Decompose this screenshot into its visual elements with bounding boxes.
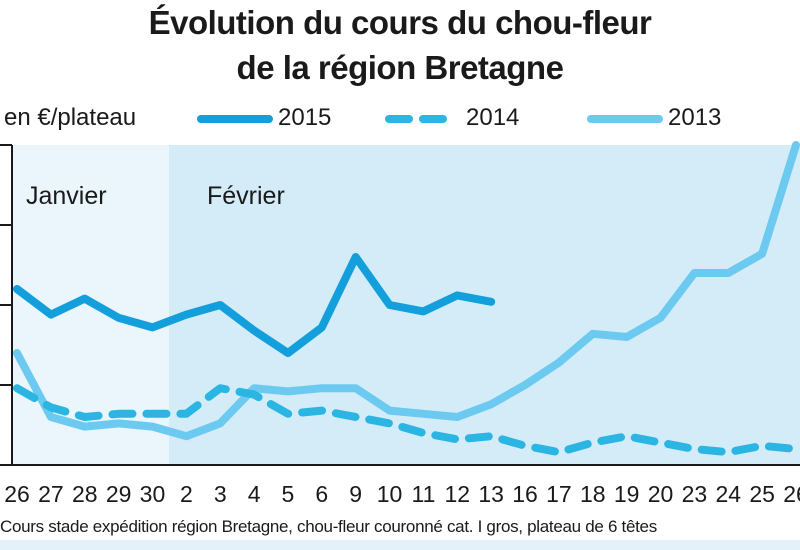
period-band-fevrier [169, 145, 800, 465]
x-tick-label: 10 [377, 481, 403, 507]
legend-swatch-2014 [385, 115, 461, 123]
x-tick-label: 28 [72, 481, 98, 507]
period-label: Janvier [26, 182, 107, 210]
x-tick-label: 29 [106, 481, 132, 507]
x-tick-label: 17 [546, 481, 572, 507]
x-tick-label: 23 [682, 481, 708, 507]
chart-subtitle: de la région Bretagne [236, 49, 564, 86]
x-tick-label: 6 [315, 481, 328, 507]
source-note: Cours stade expédition région Bretagne, … [0, 517, 657, 536]
x-tick-label: 13 [478, 481, 504, 507]
legend-label-2013: 2013 [668, 104, 722, 131]
legend-label-2015: 2015 [278, 104, 332, 131]
x-tick-label: 18 [580, 481, 606, 507]
x-tick-label: 25 [749, 481, 775, 507]
x-tick-label: 9 [349, 481, 362, 507]
legend-swatch-2015 [197, 115, 273, 123]
x-tick-label: 4 [248, 481, 261, 507]
x-tick-label: 24 [715, 481, 741, 507]
x-tick-label: 2 [180, 481, 193, 507]
footer-band [0, 540, 800, 550]
y-axis-unit-label: en €/plateau [4, 104, 137, 131]
chart-title: Évolution du cours du chou-fleur [148, 4, 652, 41]
legend-label-2014: 2014 [466, 104, 520, 131]
x-tick-label: 26 [783, 481, 800, 507]
x-tick-label: 27 [38, 481, 64, 507]
x-tick-label: 26 [4, 481, 30, 507]
legend-swatch-2013 [587, 115, 663, 123]
x-tick-label: 30 [140, 481, 166, 507]
x-tick-label: 5 [282, 481, 295, 507]
x-tick-label: 12 [445, 481, 471, 507]
x-tick-label: 3 [214, 481, 227, 507]
period-label: Février [207, 182, 285, 210]
series-line-2013 [13, 141, 800, 441]
x-tick-label: 19 [614, 481, 640, 507]
series-line-2014 [13, 384, 800, 457]
x-tick-label: 11 [411, 481, 435, 507]
x-tick-label: 16 [512, 481, 538, 507]
x-tick-label: 20 [648, 481, 674, 507]
